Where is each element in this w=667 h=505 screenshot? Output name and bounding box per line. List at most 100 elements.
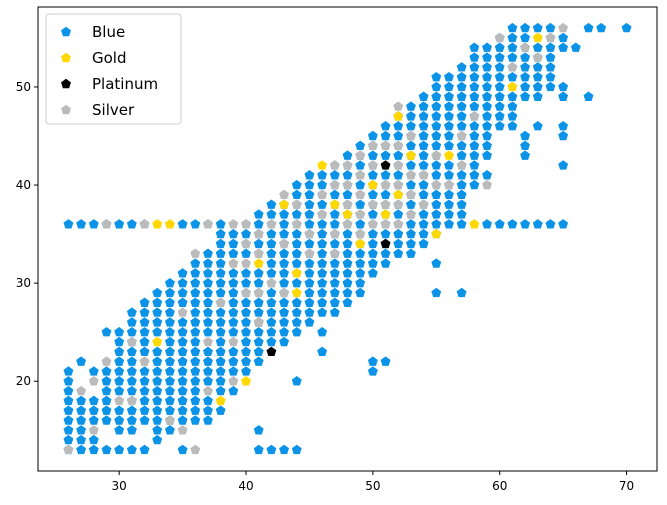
point-blue xyxy=(405,140,416,151)
point-silver xyxy=(177,425,188,435)
point-blue xyxy=(431,140,442,151)
point-blue xyxy=(405,179,416,190)
point-blue xyxy=(418,228,429,239)
point-blue xyxy=(164,366,175,376)
point-blue xyxy=(418,130,429,141)
point-blue xyxy=(469,52,480,62)
y-tick-label: 30 xyxy=(16,276,31,290)
point-blue xyxy=(367,189,378,200)
point-blue xyxy=(456,111,467,121)
point-silver xyxy=(241,219,251,229)
point-blue xyxy=(88,434,99,445)
point-silver xyxy=(266,277,277,288)
point-blue xyxy=(367,150,378,160)
point-blue xyxy=(482,62,492,72)
point-blue xyxy=(520,71,531,82)
point-blue xyxy=(342,268,353,278)
point-blue xyxy=(532,91,543,101)
point-blue xyxy=(304,287,315,298)
point-blue xyxy=(418,140,429,151)
point-blue xyxy=(304,219,315,229)
point-blue xyxy=(418,91,429,101)
point-blue xyxy=(253,297,264,307)
x-tick-label: 40 xyxy=(238,479,253,493)
legend-label-blue: Blue xyxy=(92,23,125,41)
point-silver xyxy=(88,425,99,435)
point-blue xyxy=(558,91,569,101)
point-blue xyxy=(317,170,328,180)
point-blue xyxy=(482,81,492,92)
point-blue xyxy=(317,277,328,288)
point-silver xyxy=(393,140,404,151)
points-layer xyxy=(63,22,632,455)
point-blue xyxy=(291,277,302,288)
point-blue xyxy=(126,317,137,327)
point-silver xyxy=(266,219,277,229)
point-silver xyxy=(342,199,353,209)
point-blue xyxy=(469,150,480,160)
point-gold xyxy=(355,238,366,249)
point-blue xyxy=(469,91,480,101)
point-silver xyxy=(393,101,404,111)
point-blue xyxy=(253,356,264,366)
point-blue xyxy=(76,444,87,455)
point-blue xyxy=(266,317,277,327)
point-blue xyxy=(139,376,150,386)
point-blue xyxy=(63,405,74,415)
ticks-layer: 30 40 50 60 70 20 30 40 50 xyxy=(16,80,634,493)
point-blue xyxy=(482,91,492,101)
point-blue xyxy=(88,219,99,229)
point-blue xyxy=(253,346,264,357)
legend-marker-silver xyxy=(61,104,71,115)
point-blue xyxy=(215,307,226,317)
point-blue xyxy=(177,444,188,455)
point-blue xyxy=(380,150,391,160)
point-blue xyxy=(152,405,163,415)
point-blue xyxy=(266,297,277,307)
point-silver xyxy=(329,228,340,239)
point-blue xyxy=(266,228,277,239)
point-blue xyxy=(291,297,302,307)
point-blue xyxy=(177,297,188,307)
point-blue xyxy=(520,130,531,141)
point-silver xyxy=(139,219,150,229)
point-silver xyxy=(177,307,188,317)
point-blue xyxy=(228,307,239,317)
point-blue xyxy=(494,81,505,92)
point-blue xyxy=(418,101,429,111)
point-blue xyxy=(139,326,150,337)
point-blue xyxy=(190,287,201,298)
point-blue xyxy=(418,160,429,170)
point-blue xyxy=(355,179,366,190)
point-blue xyxy=(241,228,251,239)
point-silver xyxy=(431,179,442,190)
point-silver xyxy=(126,395,137,406)
point-blue xyxy=(570,42,581,52)
point-silver xyxy=(418,170,429,180)
point-blue xyxy=(304,199,315,209)
point-blue xyxy=(456,170,467,180)
point-blue xyxy=(101,376,112,386)
point-blue xyxy=(152,287,163,298)
point-blue xyxy=(228,248,239,258)
point-blue xyxy=(329,219,340,229)
point-blue xyxy=(279,268,290,278)
point-blue xyxy=(304,189,315,200)
point-blue xyxy=(203,317,213,327)
point-blue xyxy=(228,317,239,327)
point-blue xyxy=(342,258,353,268)
point-silver xyxy=(241,287,251,298)
point-blue xyxy=(494,52,505,62)
point-blue xyxy=(215,287,226,298)
point-blue xyxy=(291,307,302,317)
point-blue xyxy=(405,111,416,121)
point-silver xyxy=(253,248,264,258)
point-silver xyxy=(139,356,150,366)
point-blue xyxy=(152,297,163,307)
point-blue xyxy=(266,209,277,219)
point-blue xyxy=(342,277,353,288)
y-tick-label: 40 xyxy=(16,178,31,192)
point-silver xyxy=(380,179,391,190)
point-blue xyxy=(190,376,201,386)
point-blue xyxy=(431,189,442,200)
